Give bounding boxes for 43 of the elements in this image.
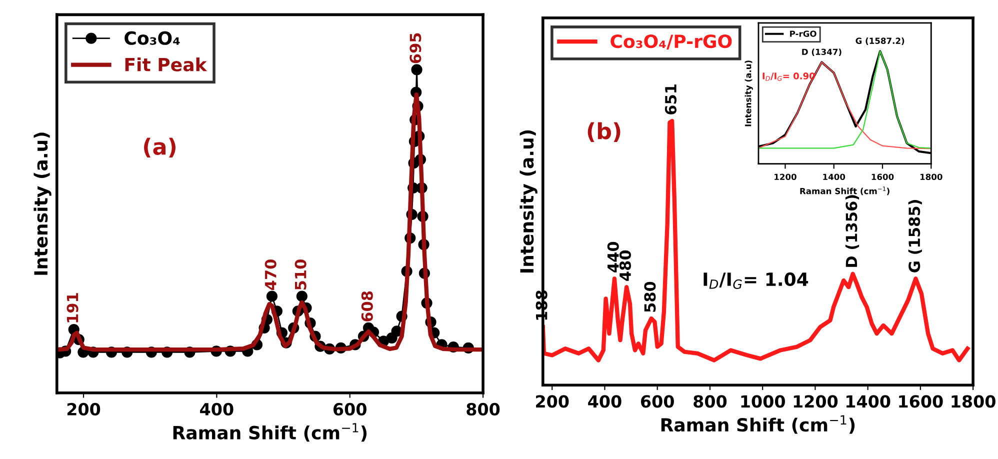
x-tick-label: 1400 bbox=[823, 174, 846, 180]
x-tick-label: 1200 bbox=[794, 395, 838, 408]
x-axis-title: Raman Shift (cm$^{−1}$) bbox=[661, 415, 855, 434]
annotation: 510 bbox=[294, 260, 306, 290]
legend-label: P-rGO bbox=[790, 30, 816, 37]
annotation: G (1587.2) bbox=[856, 38, 904, 45]
annotation: 580 bbox=[644, 282, 656, 312]
x-tick-label: 1600 bbox=[872, 174, 894, 180]
annotation: 480 bbox=[619, 250, 632, 281]
annotation: I$_{D}$/I$_{G}$= 1.04 bbox=[704, 272, 808, 289]
x-tick-label: 1400 bbox=[846, 395, 890, 408]
x-tick-label: 400 bbox=[200, 402, 234, 416]
annotation: G (1585) bbox=[908, 200, 922, 272]
x-tick-label: 800 bbox=[466, 402, 500, 416]
x-tick-label: 1800 bbox=[952, 395, 996, 408]
x-axis-title: Raman Shift (cm$^{−1}$) bbox=[800, 186, 890, 196]
legend-label: Co₃O₄/P-rGO bbox=[610, 34, 732, 50]
x-tick-label: 600 bbox=[640, 395, 674, 408]
x-tick-label: 800 bbox=[694, 395, 727, 408]
annotation: D (1356) bbox=[845, 195, 860, 267]
annotation: 695 bbox=[410, 33, 422, 64]
x-tick-label: 1600 bbox=[899, 395, 943, 408]
legend-label: Co₃O₄ bbox=[124, 31, 180, 45]
x-tick-label: 1800 bbox=[920, 174, 942, 180]
annotation: 470 bbox=[264, 260, 276, 290]
x-tick-label: 200 bbox=[536, 395, 569, 408]
legend-label: Fit Peak bbox=[125, 57, 208, 72]
x-axis-title: Raman Shift (cm$^{−1}$) bbox=[173, 423, 367, 442]
x-tick-label: 200 bbox=[67, 402, 100, 416]
x-tick-label: 400 bbox=[588, 395, 622, 408]
annotation: 651 bbox=[664, 84, 677, 114]
annotation: 191 bbox=[66, 293, 78, 322]
annotation: 608 bbox=[361, 291, 373, 322]
x-tick-label: 1000 bbox=[741, 395, 785, 408]
y-axis-title: Intensity (a.u) bbox=[520, 130, 538, 273]
annotation: (a) bbox=[144, 138, 176, 158]
x-tick-label: 1200 bbox=[774, 174, 796, 180]
y-axis-title: Intensity (a.u) bbox=[744, 60, 753, 126]
annotation: D (1347) bbox=[802, 48, 842, 56]
annotation: (b) bbox=[588, 122, 620, 142]
y-axis-title: Intensity (a.u) bbox=[34, 132, 52, 275]
x-tick-label: 600 bbox=[334, 402, 366, 416]
annotation: 440 bbox=[607, 242, 619, 272]
